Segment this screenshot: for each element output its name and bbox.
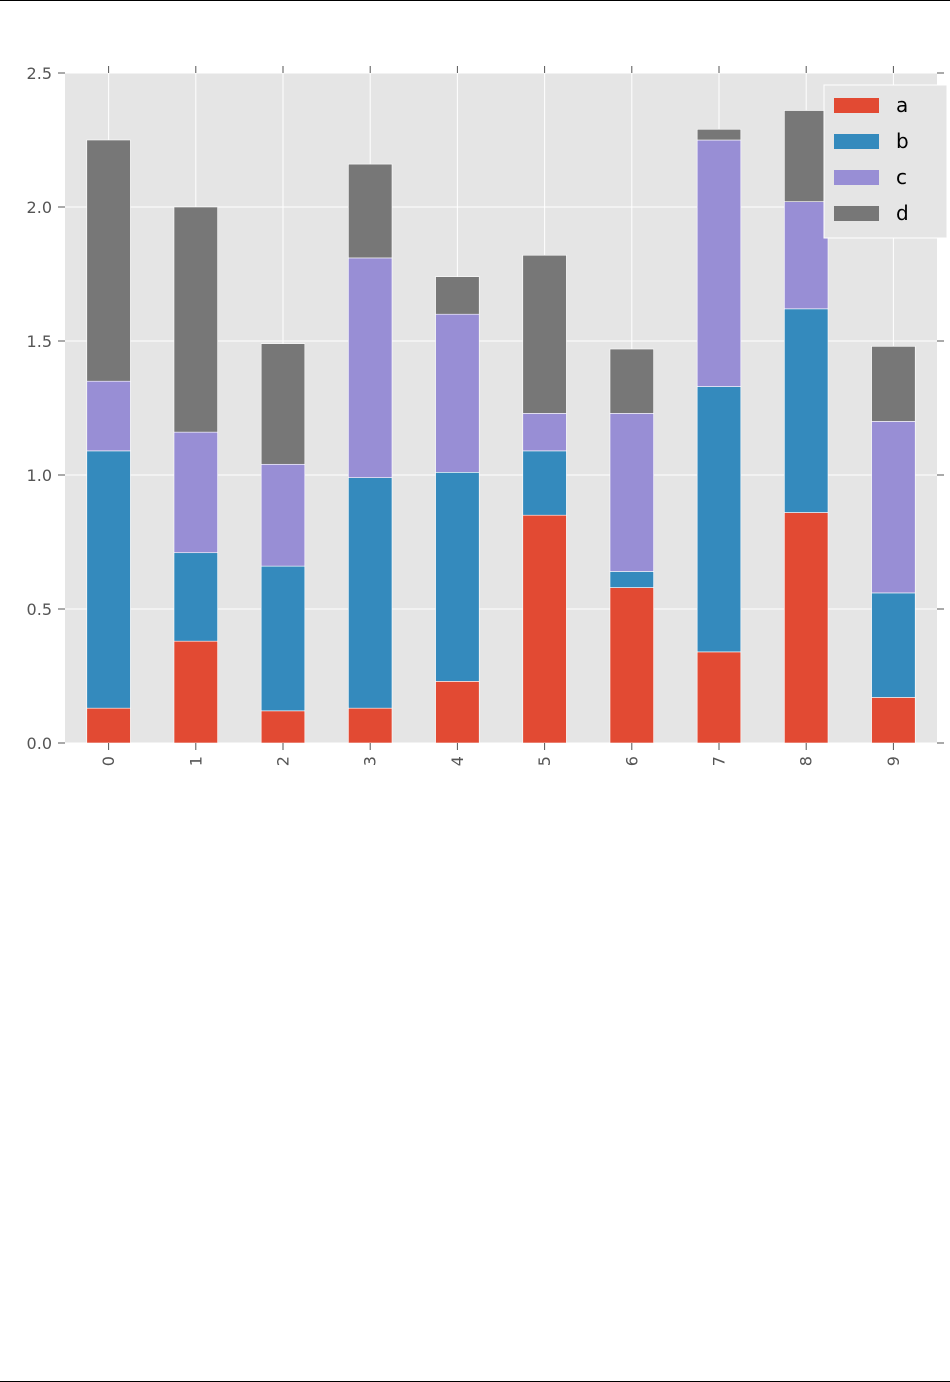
x-tick-label: 3 (361, 756, 380, 766)
x-tick-label: 4 (448, 756, 467, 766)
bar-a-8 (784, 512, 829, 744)
bar-b-6 (609, 571, 654, 588)
legend-label-a: a (896, 93, 908, 117)
x-tick-label: 7 (710, 756, 729, 766)
bar-c-2 (260, 463, 306, 567)
bar-d-3 (348, 163, 393, 259)
bar-b-3 (348, 477, 393, 709)
x-tick-label: 9 (884, 756, 903, 766)
bar-d-2 (260, 343, 306, 465)
bar-b-8 (784, 308, 829, 513)
bars (86, 110, 916, 744)
legend-swatch-d (834, 206, 879, 221)
bar-c-8 (784, 201, 829, 310)
legend-swatch-b (834, 134, 879, 149)
bar-a-5 (522, 514, 567, 744)
bar-d-5 (522, 254, 567, 414)
bar-d-8 (784, 110, 829, 202)
bar-c-9 (871, 421, 916, 594)
bar-d-1 (173, 206, 218, 433)
bar-a-4 (435, 681, 480, 744)
page-top-rule (0, 0, 950, 1)
bar-c-6 (609, 413, 654, 572)
bar-d-0 (86, 139, 131, 382)
axis-ticks: 0.0 0.5 1.0 1.5 2.0 2.5 0 1 2 3 4 5 6 7 8 9 (27, 64, 944, 766)
bar-c-0 (86, 380, 131, 452)
bar-c-5 (522, 413, 567, 452)
bar-b-7 (696, 386, 742, 653)
bar-b-9 (871, 592, 916, 698)
bar-c-7 (696, 139, 742, 387)
legend-label-d: d (896, 201, 909, 225)
x-tick-label: 8 (797, 756, 816, 766)
y-tick-label: 0.5 (27, 600, 52, 619)
x-tick-label: 6 (622, 756, 641, 766)
y-tick-label: 2.5 (27, 64, 52, 83)
y-tick-label: 1.5 (27, 332, 52, 351)
bar-d-7 (696, 128, 742, 141)
y-tick-label: 0.0 (27, 734, 52, 753)
legend-label-b: b (896, 129, 909, 153)
bar-d-9 (871, 346, 916, 422)
bar-c-1 (173, 431, 218, 554)
bar-c-3 (348, 257, 393, 478)
bar-b-2 (260, 565, 306, 712)
bar-a-7 (696, 651, 742, 744)
legend-swatch-c (834, 170, 879, 185)
bar-a-9 (871, 697, 916, 744)
bar-a-1 (173, 640, 218, 744)
bar-c-4 (435, 313, 480, 473)
bar-b-4 (435, 472, 480, 682)
x-tick-label: 1 (186, 756, 205, 766)
y-tick-label: 1.0 (27, 466, 52, 485)
bar-b-0 (86, 450, 131, 709)
bar-a-3 (348, 707, 393, 744)
bar-a-2 (260, 710, 306, 744)
bar-a-6 (609, 587, 654, 744)
x-tick-label: 5 (535, 756, 554, 766)
bar-a-0 (86, 707, 131, 744)
legend-label-c: c (896, 165, 907, 189)
x-tick-label: 2 (274, 756, 293, 766)
bar-b-5 (522, 450, 567, 516)
legend-swatch-a (834, 98, 879, 113)
y-tick-label: 2.0 (27, 198, 52, 217)
bar-b-1 (173, 552, 218, 642)
bar-d-6 (609, 348, 654, 414)
x-tick-label: 0 (99, 756, 118, 766)
bar-d-4 (435, 276, 480, 315)
